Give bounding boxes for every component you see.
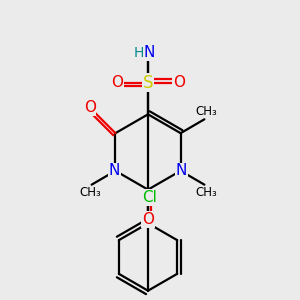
Text: O: O [111,75,123,90]
Text: O: O [173,75,185,90]
Text: S: S [143,74,153,92]
Text: N: N [176,163,187,178]
Text: CH₃: CH₃ [196,186,217,199]
Text: H: H [134,46,144,60]
Text: N: N [143,45,155,60]
Text: N: N [109,163,120,178]
Text: CH₃: CH₃ [80,186,101,199]
Text: O: O [84,100,96,115]
Text: Cl: Cl [142,190,158,205]
Text: CH₃: CH₃ [196,105,217,118]
Text: O: O [142,212,154,227]
